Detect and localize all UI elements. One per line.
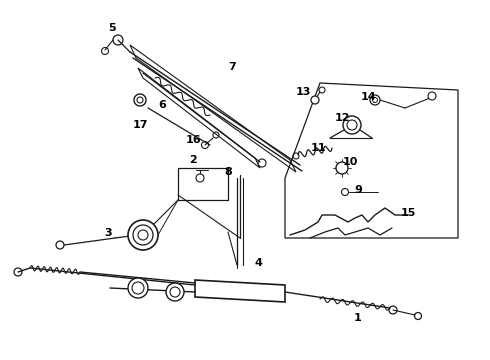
Circle shape — [342, 189, 348, 195]
Circle shape — [370, 95, 380, 105]
Text: 1: 1 — [354, 313, 362, 323]
Circle shape — [128, 278, 148, 298]
Circle shape — [428, 92, 436, 100]
Circle shape — [196, 174, 204, 182]
Text: 15: 15 — [400, 208, 416, 218]
Text: 5: 5 — [108, 23, 116, 33]
Text: 4: 4 — [254, 258, 262, 268]
Text: 10: 10 — [343, 157, 358, 167]
Text: 2: 2 — [189, 155, 197, 165]
Text: 3: 3 — [104, 228, 112, 238]
Circle shape — [343, 116, 361, 134]
Text: 6: 6 — [158, 100, 166, 110]
Text: 9: 9 — [354, 185, 362, 195]
Polygon shape — [195, 280, 285, 302]
Circle shape — [166, 283, 184, 301]
Text: 16: 16 — [185, 135, 201, 145]
Text: 7: 7 — [228, 62, 236, 72]
Circle shape — [134, 94, 146, 106]
Text: 14: 14 — [360, 92, 376, 102]
Circle shape — [311, 96, 319, 104]
Text: 8: 8 — [224, 167, 232, 177]
Text: 13: 13 — [295, 87, 311, 97]
Circle shape — [336, 162, 348, 174]
Text: 12: 12 — [334, 113, 350, 123]
Text: 17: 17 — [132, 120, 148, 130]
Circle shape — [128, 220, 158, 250]
Text: 11: 11 — [310, 143, 326, 153]
